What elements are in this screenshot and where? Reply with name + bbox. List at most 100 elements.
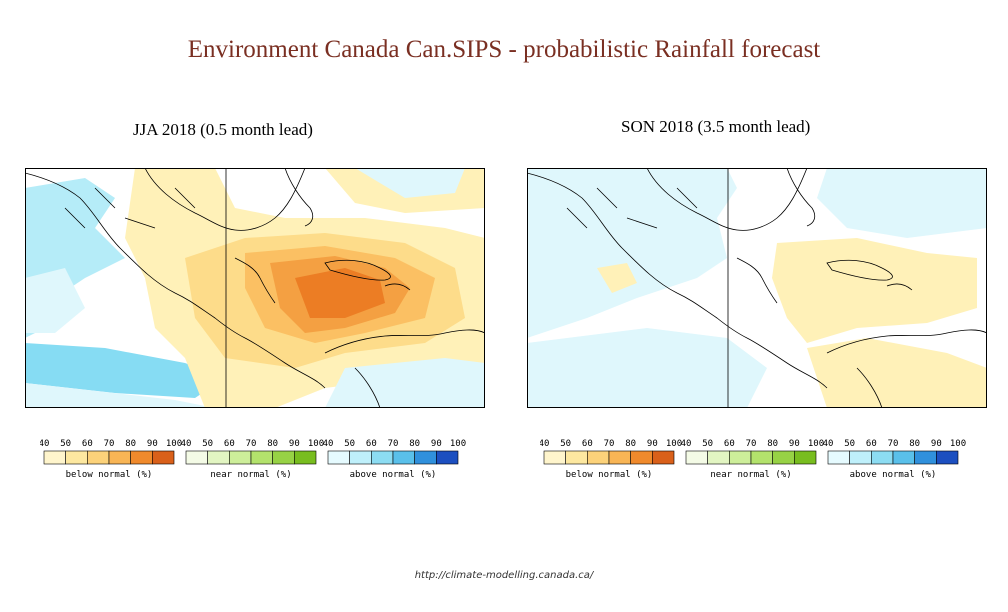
legend-color-swatch bbox=[272, 450, 295, 465]
legend-tick-label: 90 bbox=[431, 439, 442, 449]
legend-tick-label: 50 bbox=[202, 439, 213, 449]
legend-tick-label: 90 bbox=[931, 439, 942, 449]
legend-tick-label: 90 bbox=[147, 439, 158, 449]
page-title: Environment Canada Can.SIPS - probabilis… bbox=[187, 36, 821, 63]
legend-tick-label: 70 bbox=[888, 439, 899, 449]
left-above-pacific-band bbox=[25, 343, 225, 398]
legend-tick-label: 90 bbox=[789, 439, 800, 449]
legend-color-swatch bbox=[436, 450, 459, 465]
right-legend: 40 50 60 70 80 90 100 below normal (%) 40 50 60 70 8… bbox=[540, 436, 966, 486]
legend-color-swatch bbox=[707, 450, 730, 465]
left-map-shading bbox=[25, 168, 485, 408]
legend-tick-label: 40 bbox=[540, 439, 549, 449]
legend-color-swatch bbox=[652, 450, 675, 465]
legend-tick-label: 80 bbox=[409, 439, 420, 449]
legend-tick-label: 80 bbox=[625, 439, 636, 449]
legend-color-swatch bbox=[65, 450, 88, 465]
legend-tick-label: 50 bbox=[844, 439, 855, 449]
legend-tick-label: 60 bbox=[82, 439, 93, 449]
left-above-pacific-light bbox=[25, 268, 85, 333]
legend-color-swatch bbox=[892, 450, 915, 465]
legend-color-swatch bbox=[772, 450, 795, 465]
legend-tick-label: 60 bbox=[366, 439, 377, 449]
legend-tick-label: 70 bbox=[246, 439, 257, 449]
left-below-5 bbox=[295, 268, 385, 318]
right-above-east bbox=[817, 168, 987, 238]
right-panel-label: SON 2018 (3.5 month lead) bbox=[621, 117, 811, 136]
legend-color-swatch bbox=[349, 450, 372, 465]
right-below-small bbox=[597, 263, 637, 293]
legend-tick-label: 100 bbox=[308, 439, 324, 449]
right-below-south bbox=[807, 338, 987, 408]
legend-tick-label: 40 bbox=[823, 439, 834, 449]
legend-tick-label: 80 bbox=[767, 439, 778, 449]
right-above-south bbox=[527, 328, 767, 408]
left-above-northeast bbox=[355, 168, 465, 198]
right-map-frame bbox=[527, 168, 987, 408]
legend-color-swatch bbox=[392, 450, 415, 465]
legend-tick-label: 100 bbox=[166, 439, 182, 449]
legend-color-swatch bbox=[794, 450, 817, 465]
legend-color-swatch bbox=[685, 450, 708, 465]
legend-color-swatch bbox=[914, 450, 937, 465]
legend-tick-label: 60 bbox=[224, 439, 235, 449]
legend-group-label: near normal (%) bbox=[210, 470, 291, 480]
legend-color-swatch bbox=[327, 450, 350, 465]
legend-tick-label: 100 bbox=[666, 439, 682, 449]
legend-color-swatch bbox=[871, 450, 894, 465]
legend-tick-label: 50 bbox=[560, 439, 571, 449]
legend-tick-label: 60 bbox=[582, 439, 593, 449]
source-url: http://climate-modelling.canada.ca/ bbox=[414, 570, 594, 581]
legend-color-swatch bbox=[87, 450, 110, 465]
legend-tick-label: 40 bbox=[323, 439, 334, 449]
legend-color-swatch bbox=[371, 450, 394, 465]
legend-tick-label: 60 bbox=[724, 439, 735, 449]
legend-tick-label: 70 bbox=[604, 439, 615, 449]
legend-tick-label: 100 bbox=[450, 439, 466, 449]
legend-tick-label: 70 bbox=[104, 439, 115, 449]
left-panel-label: JJA 2018 (0.5 month lead) bbox=[133, 120, 313, 139]
legend-color-swatch bbox=[827, 450, 850, 465]
legend-color-swatch bbox=[587, 450, 610, 465]
left-above-south bbox=[25, 383, 215, 408]
legend-color-swatch bbox=[229, 450, 252, 465]
legend-tick-label: 80 bbox=[267, 439, 278, 449]
legend-tick-label: 80 bbox=[125, 439, 136, 449]
legend-tick-label: 60 bbox=[866, 439, 877, 449]
legend-tick-label: 100 bbox=[950, 439, 966, 449]
legend-tick-label: 40 bbox=[681, 439, 692, 449]
legend-tick-label: 70 bbox=[746, 439, 757, 449]
legend-color-swatch bbox=[294, 450, 317, 465]
legend-tick-label: 80 bbox=[909, 439, 920, 449]
legend-tick-label: 50 bbox=[60, 439, 71, 449]
right-map-shading bbox=[527, 168, 987, 408]
right-below-caribbean bbox=[772, 238, 977, 343]
legend-color-swatch bbox=[729, 450, 752, 465]
legend-color-swatch bbox=[152, 450, 175, 465]
left-legend: 40 50 60 70 80 90 100 below normal (%) 40 50 60 70 8… bbox=[40, 436, 466, 486]
legend-group-label: below normal (%) bbox=[566, 470, 653, 480]
legend-tick-label: 90 bbox=[289, 439, 300, 449]
legend-color-swatch bbox=[108, 450, 131, 465]
right-above-west bbox=[527, 168, 737, 338]
legend-color-swatch bbox=[414, 450, 437, 465]
legend-group-label: above normal (%) bbox=[850, 470, 937, 480]
legend-group-label: above normal (%) bbox=[350, 470, 437, 480]
left-above-southeast bbox=[325, 358, 485, 408]
legend-color-swatch bbox=[630, 450, 653, 465]
legend-tick-label: 50 bbox=[344, 439, 355, 449]
legend-group-label: near normal (%) bbox=[710, 470, 791, 480]
left-map-frame bbox=[25, 168, 485, 408]
legend-color-swatch bbox=[565, 450, 588, 465]
right-map-coastlines bbox=[527, 168, 987, 408]
legend-color-swatch bbox=[849, 450, 872, 465]
legend-color-swatch bbox=[608, 450, 631, 465]
legend-color-swatch bbox=[250, 450, 273, 465]
legend-tick-label: 40 bbox=[40, 439, 49, 449]
legend-color-swatch bbox=[543, 450, 566, 465]
legend-tick-label: 40 bbox=[181, 439, 192, 449]
legend-tick-label: 70 bbox=[388, 439, 399, 449]
legend-color-swatch bbox=[130, 450, 153, 465]
legend-group-label: below normal (%) bbox=[66, 470, 153, 480]
left-map-coastlines bbox=[25, 168, 485, 408]
